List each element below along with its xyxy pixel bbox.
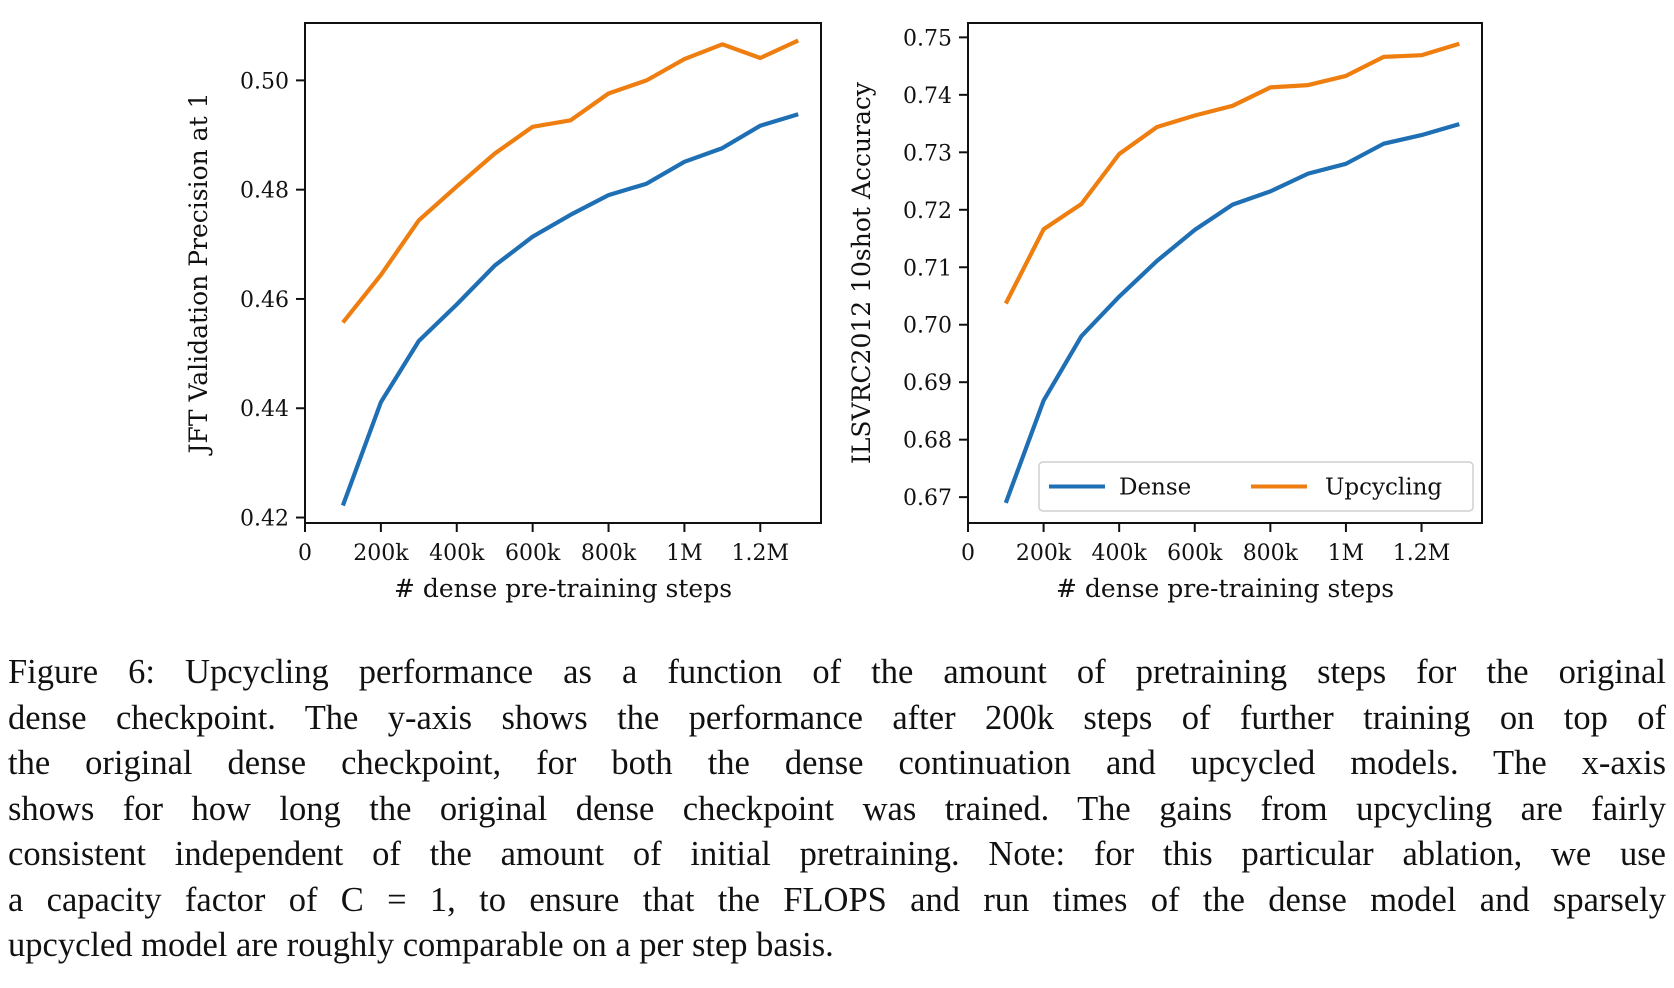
series-line-dense <box>340 112 799 507</box>
y-axis-label: JFT Validation Precision at 1 <box>184 93 213 457</box>
left-chart-jft-precision: 0 200k 400k 600k 800k 1M 1.2M 0.42 0.44 0.46 0.48 0… <box>184 22 822 603</box>
legend-label-dense: Dense <box>1119 475 1191 501</box>
caption-line: Figure 6: Upcycling performance as a fun… <box>8 653 1666 691</box>
x-tick-label: 1.2M <box>732 541 790 566</box>
caption-line: a capacity factor of C = 1, to ensure th… <box>8 880 1666 919</box>
x-axis-label: # dense pre-training steps <box>1056 574 1394 603</box>
x-tick-label: 0 <box>961 541 975 566</box>
y-tick-label: 0.50 <box>240 69 289 94</box>
axes-frame <box>967 22 1483 524</box>
legend-label-upcycling: Upcycling <box>1325 475 1442 501</box>
y-tick-label: 0.46 <box>240 288 289 313</box>
caption-line: upcycled model are roughly comparable on… <box>8 926 834 964</box>
y-tick-label: 0.74 <box>903 84 952 109</box>
y-axis-label: ILSVRC2012 10shot Accuracy <box>847 81 876 464</box>
y-tick-label: 0.73 <box>903 141 952 166</box>
x-tick-label: 800k <box>581 541 637 566</box>
x-tick-label: 600k <box>505 541 561 566</box>
right-chart-ilsvrc-accuracy: 0 200k 400k 600k 800k 1M 1.2M 0.67 0.68 0.69 0.70 0… <box>847 22 1483 603</box>
series-line-dense <box>1003 122 1460 504</box>
figure-caption: Figure 6: Upcycling performance as a fun… <box>8 650 1666 969</box>
x-tick-label: 200k <box>353 541 409 566</box>
caption-line: consistent independent of the amount of … <box>8 835 1666 873</box>
series-line-upcycling <box>1003 41 1460 305</box>
y-tick-label: 0.44 <box>240 397 289 422</box>
y-tick-label: 0.68 <box>903 429 952 454</box>
y-tick-label: 0.70 <box>903 314 952 339</box>
caption-line: shows for how long the original dense ch… <box>8 789 1666 828</box>
x-tick-label: 400k <box>1092 541 1148 566</box>
y-tick-label: 0.67 <box>903 486 952 511</box>
y-tick-label: 0.69 <box>903 371 952 396</box>
y-tick-label: 0.48 <box>240 179 289 204</box>
x-tick-label: 200k <box>1016 541 1072 566</box>
x-axis-label: # dense pre-training steps <box>394 574 732 603</box>
y-tick-label: 0.72 <box>903 199 952 224</box>
x-tick-label: 1.2M <box>1393 541 1451 566</box>
caption-line: dense checkpoint. The y-axis shows the p… <box>8 698 1666 737</box>
x-tick-label: 800k <box>1243 541 1299 566</box>
y-tick-label: 0.42 <box>240 507 289 532</box>
series-line-upcycling <box>341 38 800 324</box>
x-tick-label: 400k <box>429 541 485 566</box>
x-tick-label: 1M <box>666 541 703 566</box>
y-tick-label: 0.75 <box>903 26 952 51</box>
x-tick-label: 0 <box>298 541 312 566</box>
y-tick-label: 0.71 <box>903 256 952 281</box>
axes-frame <box>304 22 822 524</box>
x-tick-label: 600k <box>1167 541 1223 566</box>
caption-line: the original dense checkpoint, for both … <box>8 744 1666 782</box>
x-tick-label: 1M <box>1328 541 1365 566</box>
